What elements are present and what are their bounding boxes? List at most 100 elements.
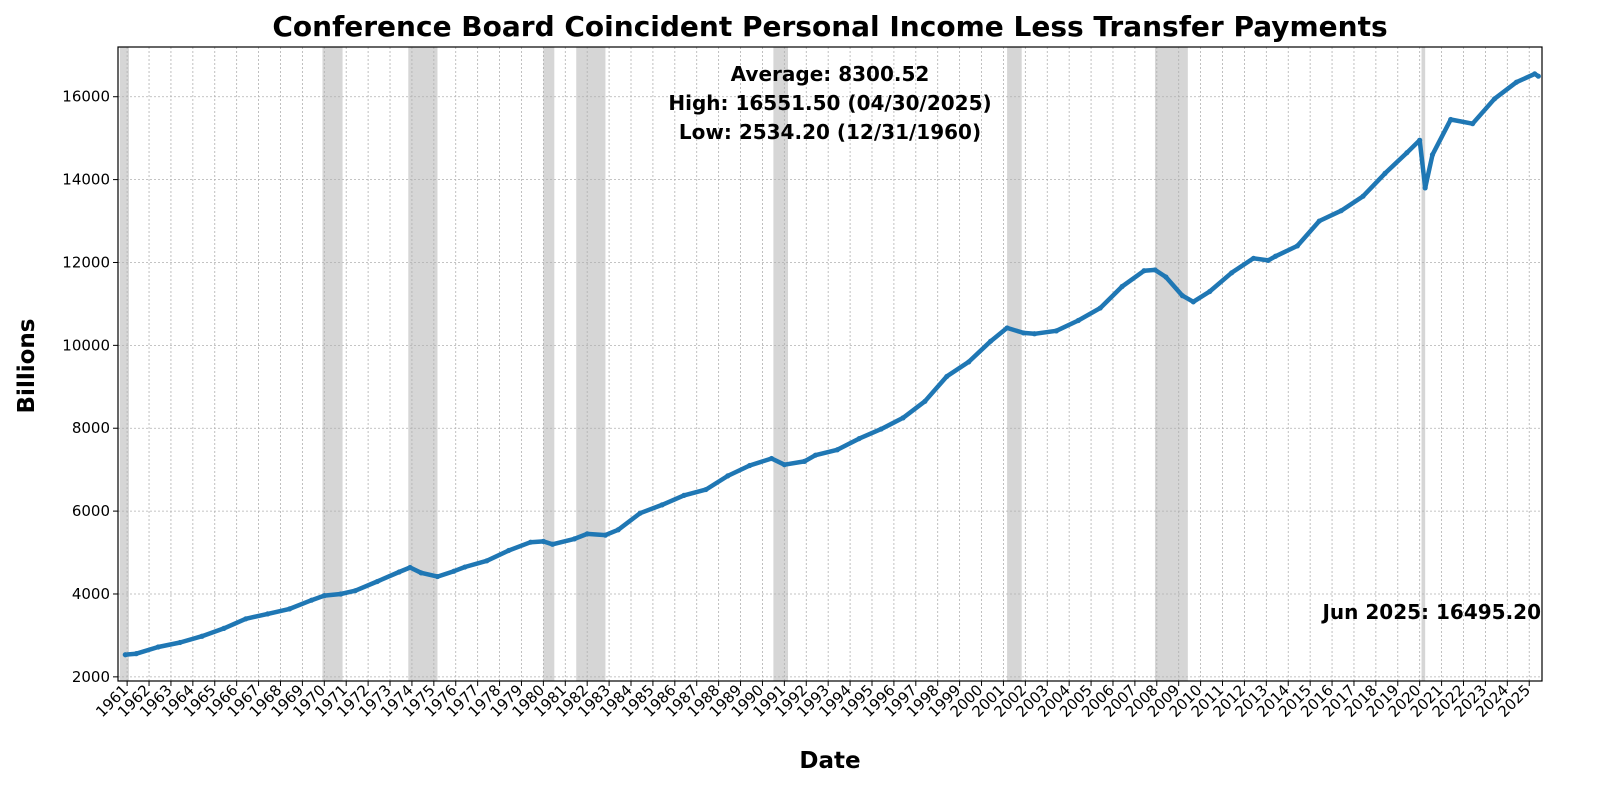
data-point [407, 564, 413, 571]
data-point [1429, 152, 1436, 158]
data-point [1190, 299, 1196, 305]
data-point [418, 570, 424, 576]
data-point [1272, 253, 1279, 259]
data-point [338, 591, 344, 597]
stats-line-2: High: 16551.50 (04/30/2025) [668, 91, 991, 115]
data-point [321, 593, 327, 599]
y-tick-label: 6000 [72, 502, 110, 520]
data-point [287, 606, 293, 612]
data-point [725, 473, 731, 479]
data-point [484, 558, 490, 564]
data-point [1031, 331, 1038, 337]
data-point [1316, 218, 1322, 224]
data-point [1004, 325, 1010, 331]
data-point [1294, 243, 1300, 249]
data-point [1470, 121, 1476, 127]
y-axis-ticks: 2000 4000 6000 8000 10000 12000 14000 16000 [62, 88, 118, 686]
stats-line-3: Low: 2534.20 (12/31/1960) [679, 120, 981, 144]
data-point [155, 644, 161, 650]
stats-line-1: Average: 8300.52 [731, 62, 930, 86]
series-line-group [122, 71, 1541, 658]
x-axis-title: Date [799, 748, 860, 774]
recession-band-5 [576, 47, 606, 681]
y-tick-label: 10000 [62, 336, 110, 354]
data-point [747, 462, 753, 469]
data-point [1417, 137, 1423, 143]
data-point [602, 532, 609, 538]
y-axis-title: Billions [14, 319, 40, 414]
y-tick-label: 16000 [62, 88, 110, 106]
data-point [1207, 288, 1213, 295]
data-point [1513, 79, 1520, 85]
data-point [1404, 150, 1410, 156]
x-axis-ticks: 1961196219631964196519661967196819691970… [92, 681, 1534, 721]
recession-band-4 [543, 47, 555, 681]
data-point [1338, 208, 1344, 214]
data-point [434, 573, 441, 580]
recession-bands [119, 47, 1426, 681]
y-tick-label: 8000 [72, 419, 110, 437]
recession-band-9 [1421, 47, 1426, 681]
data-point [703, 486, 709, 493]
plot-frame [117, 46, 1543, 682]
data-point [659, 502, 665, 508]
data-point [637, 510, 643, 516]
chart-title: Conference Board Coincident Personal Inc… [272, 10, 1387, 43]
data-point [527, 539, 534, 545]
y-tick-label: 4000 [72, 585, 110, 603]
data-point [1053, 328, 1059, 334]
data-point [451, 568, 457, 574]
data-point [878, 426, 884, 432]
data-point [1020, 330, 1027, 336]
data-point [1265, 257, 1271, 264]
recession-band-2 [322, 47, 343, 681]
data-point [1360, 193, 1366, 199]
data-point [1152, 267, 1158, 273]
data-point [540, 538, 546, 544]
data-point [900, 415, 906, 421]
data-point [1448, 116, 1454, 123]
data-point [571, 536, 578, 542]
data-point [1382, 170, 1388, 176]
data-point [1163, 274, 1169, 280]
data-point [966, 359, 972, 365]
y-tick-label: 2000 [72, 668, 110, 686]
data-point [308, 597, 315, 603]
data-point [1179, 293, 1185, 299]
data-point [681, 492, 687, 498]
data-point [1229, 270, 1235, 276]
data-point [1075, 317, 1081, 324]
data-point [549, 541, 556, 547]
stats-annotation: Average: 8300.52 High: 16551.50 (04/30/20… [668, 62, 991, 144]
recession-band-7 [1007, 47, 1022, 681]
data-point [1119, 283, 1125, 290]
y-tick-label: 14000 [62, 171, 110, 189]
data-point [506, 547, 512, 554]
recession-band-8 [1154, 47, 1188, 681]
data-point [615, 527, 621, 533]
recession-band-6 [773, 47, 789, 681]
data-point [1535, 73, 1541, 79]
data-point [856, 435, 862, 442]
data-point [462, 564, 468, 570]
data-point [812, 452, 818, 458]
recession-band-1 [119, 47, 129, 681]
data-point [1250, 255, 1257, 261]
data-point [265, 611, 271, 617]
data-point [1422, 185, 1428, 191]
data-point [352, 588, 358, 594]
data-point [177, 639, 183, 646]
data-point [768, 455, 775, 462]
y-tick-label: 12000 [62, 253, 110, 271]
data-point [1491, 96, 1498, 102]
data-point [584, 531, 590, 537]
data-point [396, 569, 402, 575]
data-point [801, 458, 808, 464]
data-point [243, 616, 249, 622]
recession-band-3 [408, 47, 438, 681]
data-point [1097, 305, 1103, 311]
data-point [988, 338, 994, 344]
data-point [221, 625, 227, 631]
data-point [122, 652, 128, 658]
